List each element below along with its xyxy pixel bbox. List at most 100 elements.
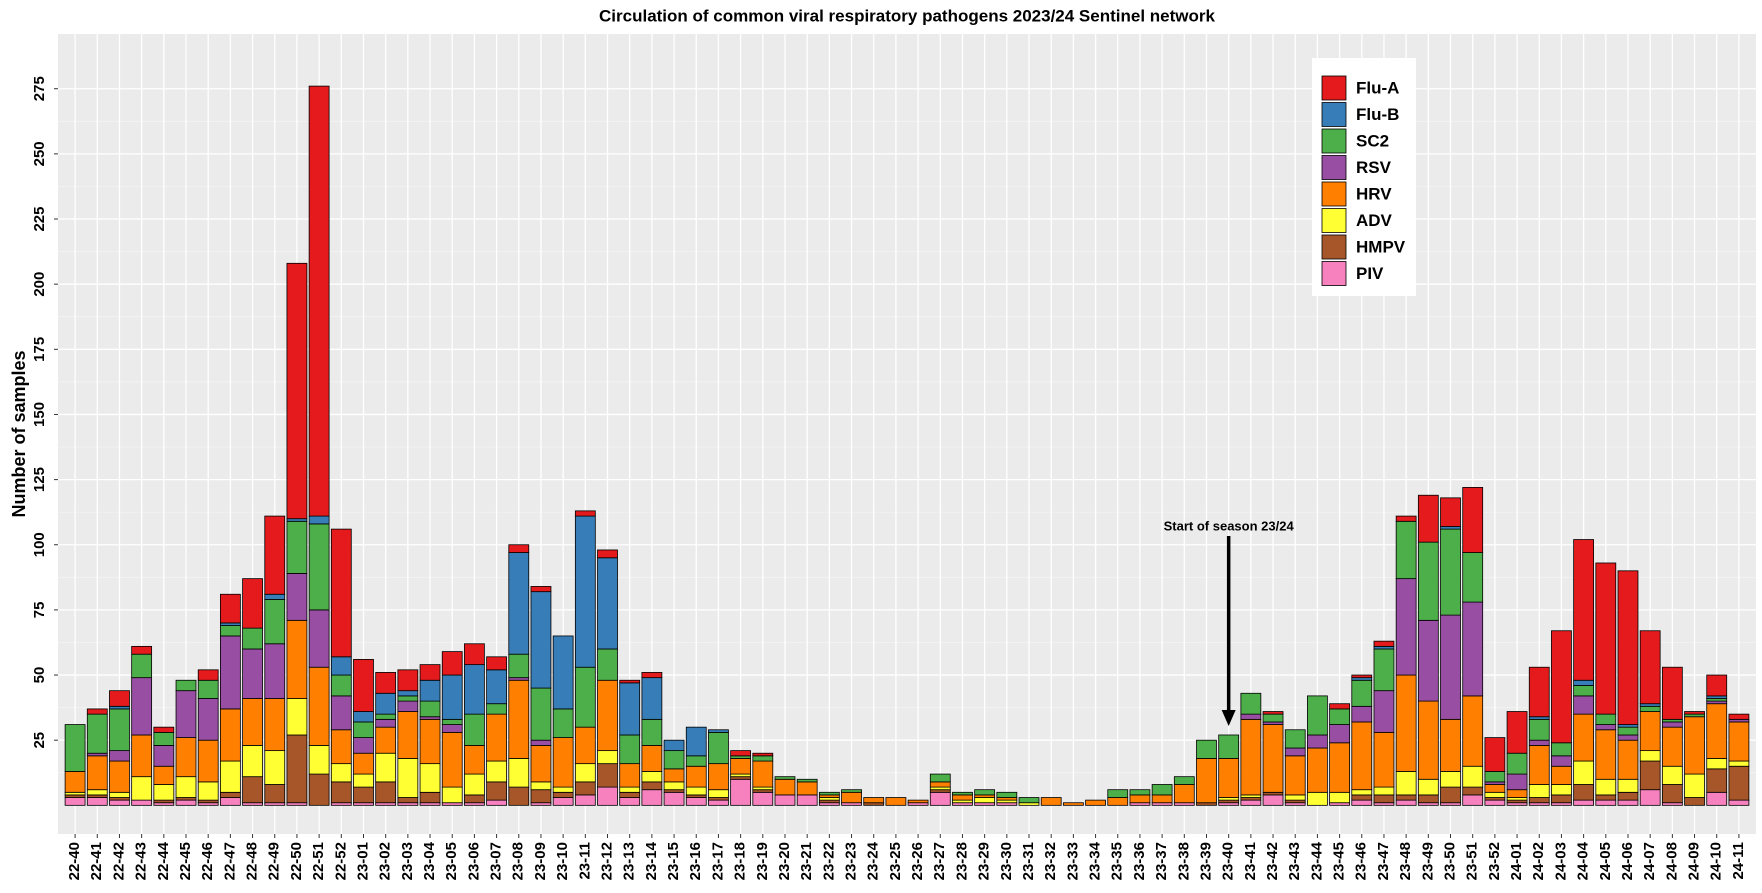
bar-segment bbox=[1262, 724, 1284, 793]
bar-segment bbox=[708, 789, 729, 798]
bar-segment bbox=[1417, 541, 1439, 621]
y-tick-label: 50 bbox=[31, 667, 48, 684]
bar-segment bbox=[1506, 789, 1528, 798]
bar-segment bbox=[109, 690, 130, 707]
bar-segment bbox=[419, 700, 441, 718]
bar-segment bbox=[197, 698, 219, 741]
x-tick-label: 23-49 bbox=[1419, 842, 1436, 880]
legend-swatch bbox=[1321, 75, 1347, 101]
x-tick-label: 22-47 bbox=[221, 842, 238, 880]
x-tick-label: 24-07 bbox=[1641, 842, 1658, 880]
bar-segment bbox=[264, 515, 286, 595]
bar-segment bbox=[597, 679, 618, 752]
bar-segment bbox=[619, 763, 641, 788]
axes: 25 50 75 100 125 150 175 200 225 250 275 22-40 22-41… bbox=[31, 76, 1747, 880]
x-tick-label: 24-03 bbox=[1552, 842, 1569, 880]
bar-segment bbox=[131, 645, 153, 655]
bar-segment bbox=[1684, 711, 1705, 715]
bar-segment bbox=[153, 731, 175, 746]
bar-segment bbox=[308, 666, 330, 746]
bar-segment bbox=[1062, 802, 1084, 806]
bar-segment bbox=[353, 752, 374, 775]
bar-segment bbox=[1661, 726, 1683, 767]
bar-segment bbox=[1573, 713, 1595, 762]
bar-segment bbox=[1728, 713, 1750, 720]
bar-segment bbox=[508, 679, 530, 759]
bar-segment bbox=[1573, 539, 1595, 681]
bar-segment bbox=[1284, 755, 1306, 796]
bar-segment bbox=[952, 791, 973, 796]
bar-segment bbox=[530, 591, 552, 689]
bar-segment bbox=[1395, 674, 1417, 772]
x-tick-label: 23-04 bbox=[421, 841, 438, 880]
bar-segment bbox=[1661, 784, 1683, 804]
bar-segment bbox=[641, 789, 663, 806]
bar-segment bbox=[1085, 799, 1106, 806]
legend-label: PIV bbox=[1356, 264, 1384, 283]
bar-segment bbox=[1617, 726, 1639, 736]
bar-segment bbox=[109, 791, 130, 798]
bar-segment bbox=[1595, 729, 1617, 780]
bar-segment bbox=[308, 609, 330, 668]
legend: Flu-A Flu-B SC2 RSV HRV ADV HMPV PIV bbox=[1312, 58, 1416, 296]
bar-segment bbox=[264, 750, 286, 785]
bar-segment bbox=[929, 791, 951, 806]
bar-segment bbox=[1373, 794, 1395, 804]
bar-segment bbox=[1395, 520, 1417, 580]
bar-segment bbox=[1595, 562, 1617, 715]
bar-segment bbox=[1617, 778, 1639, 793]
bar-segment bbox=[1462, 765, 1484, 788]
legend-label: Flu-A bbox=[1356, 78, 1399, 97]
bar-segment bbox=[197, 679, 219, 699]
bar-segment bbox=[508, 786, 530, 806]
x-tick-label: 23-06 bbox=[465, 842, 482, 880]
x-tick-label: 23-34 bbox=[1087, 841, 1104, 880]
bar-segment bbox=[1262, 794, 1284, 806]
bar-segment bbox=[1617, 799, 1639, 806]
x-tick-label: 24-04 bbox=[1575, 841, 1592, 880]
bar-segment bbox=[685, 797, 707, 806]
bar-segment bbox=[1706, 758, 1728, 770]
bar-segment bbox=[353, 737, 374, 754]
x-tick-label: 23-26 bbox=[909, 842, 926, 880]
bar-segment bbox=[1462, 695, 1484, 767]
bar-segment bbox=[1528, 745, 1550, 785]
bar-segment bbox=[641, 745, 663, 772]
bar-segment bbox=[1240, 799, 1262, 806]
bar-segment bbox=[663, 739, 685, 752]
bar-segment bbox=[1728, 760, 1750, 767]
bar-segment bbox=[419, 679, 441, 702]
bar-segment bbox=[242, 648, 263, 699]
bar-segment bbox=[397, 758, 419, 798]
bar-segment bbox=[1528, 739, 1550, 746]
x-tick-label: 23-39 bbox=[1197, 842, 1214, 880]
bar-segment bbox=[308, 85, 330, 517]
x-tick-label: 22-43 bbox=[133, 842, 150, 880]
bar-segment bbox=[619, 679, 641, 684]
bar-segment bbox=[1417, 700, 1439, 780]
bar-segment bbox=[508, 653, 530, 679]
bar-segment bbox=[175, 690, 197, 738]
bar-segment bbox=[1462, 786, 1484, 796]
legend-swatch bbox=[1321, 234, 1347, 260]
x-tick-label: 22-41 bbox=[88, 842, 105, 880]
bar-segment bbox=[464, 773, 485, 796]
bar-segment bbox=[1417, 794, 1439, 804]
bar-segment bbox=[1307, 695, 1328, 736]
bar-segment bbox=[1706, 703, 1728, 759]
bar-segment bbox=[197, 669, 219, 681]
bar-segment bbox=[353, 786, 374, 804]
bar-segment bbox=[219, 635, 241, 710]
bar-segment bbox=[685, 765, 707, 788]
bar-segment bbox=[907, 799, 929, 804]
bar-segment bbox=[375, 718, 397, 728]
bar-segment bbox=[1373, 786, 1395, 796]
bar-segment bbox=[1551, 765, 1572, 785]
bar-segment bbox=[1129, 794, 1151, 804]
bar-segment bbox=[219, 625, 241, 637]
bar-segment bbox=[64, 724, 86, 772]
bar-segment bbox=[486, 760, 507, 783]
bar-segment bbox=[375, 713, 397, 720]
bar-segment bbox=[552, 635, 574, 710]
